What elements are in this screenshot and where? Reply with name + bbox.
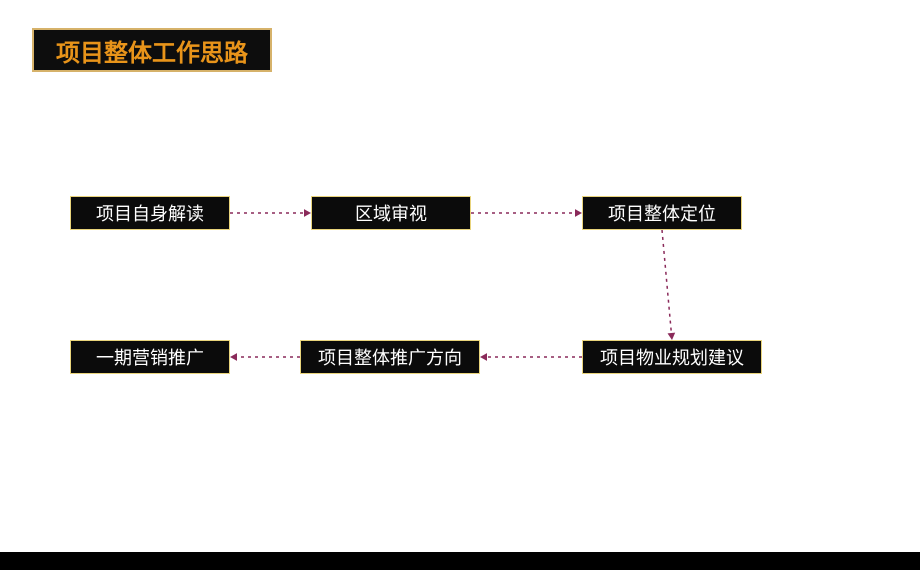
flow-edge	[662, 230, 671, 332]
flow-node: 一期营销推广	[70, 340, 230, 374]
footer-bar	[0, 552, 920, 570]
flow-node-label: 项目整体推广方向	[318, 344, 462, 370]
flow-edges	[0, 0, 920, 570]
flow-node: 项目物业规划建议	[582, 340, 762, 374]
flow-node: 项目自身解读	[70, 196, 230, 230]
flow-node: 项目整体定位	[582, 196, 742, 230]
flow-edge-arrow	[575, 209, 582, 217]
flow-node-label: 区域审视	[355, 200, 427, 226]
flow-node-label: 项目物业规划建议	[600, 344, 744, 370]
flow-edge-arrow	[230, 353, 237, 361]
flow-node-label: 项目整体定位	[608, 200, 716, 226]
flow-edge-arrow	[668, 333, 676, 340]
flow-edge-arrow	[304, 209, 311, 217]
flow-edge-arrow	[480, 353, 487, 361]
flow-node-label: 一期营销推广	[96, 344, 204, 370]
flow-node: 区域审视	[311, 196, 471, 230]
flow-node-label: 项目自身解读	[96, 200, 204, 226]
flow-node: 项目整体推广方向	[300, 340, 480, 374]
